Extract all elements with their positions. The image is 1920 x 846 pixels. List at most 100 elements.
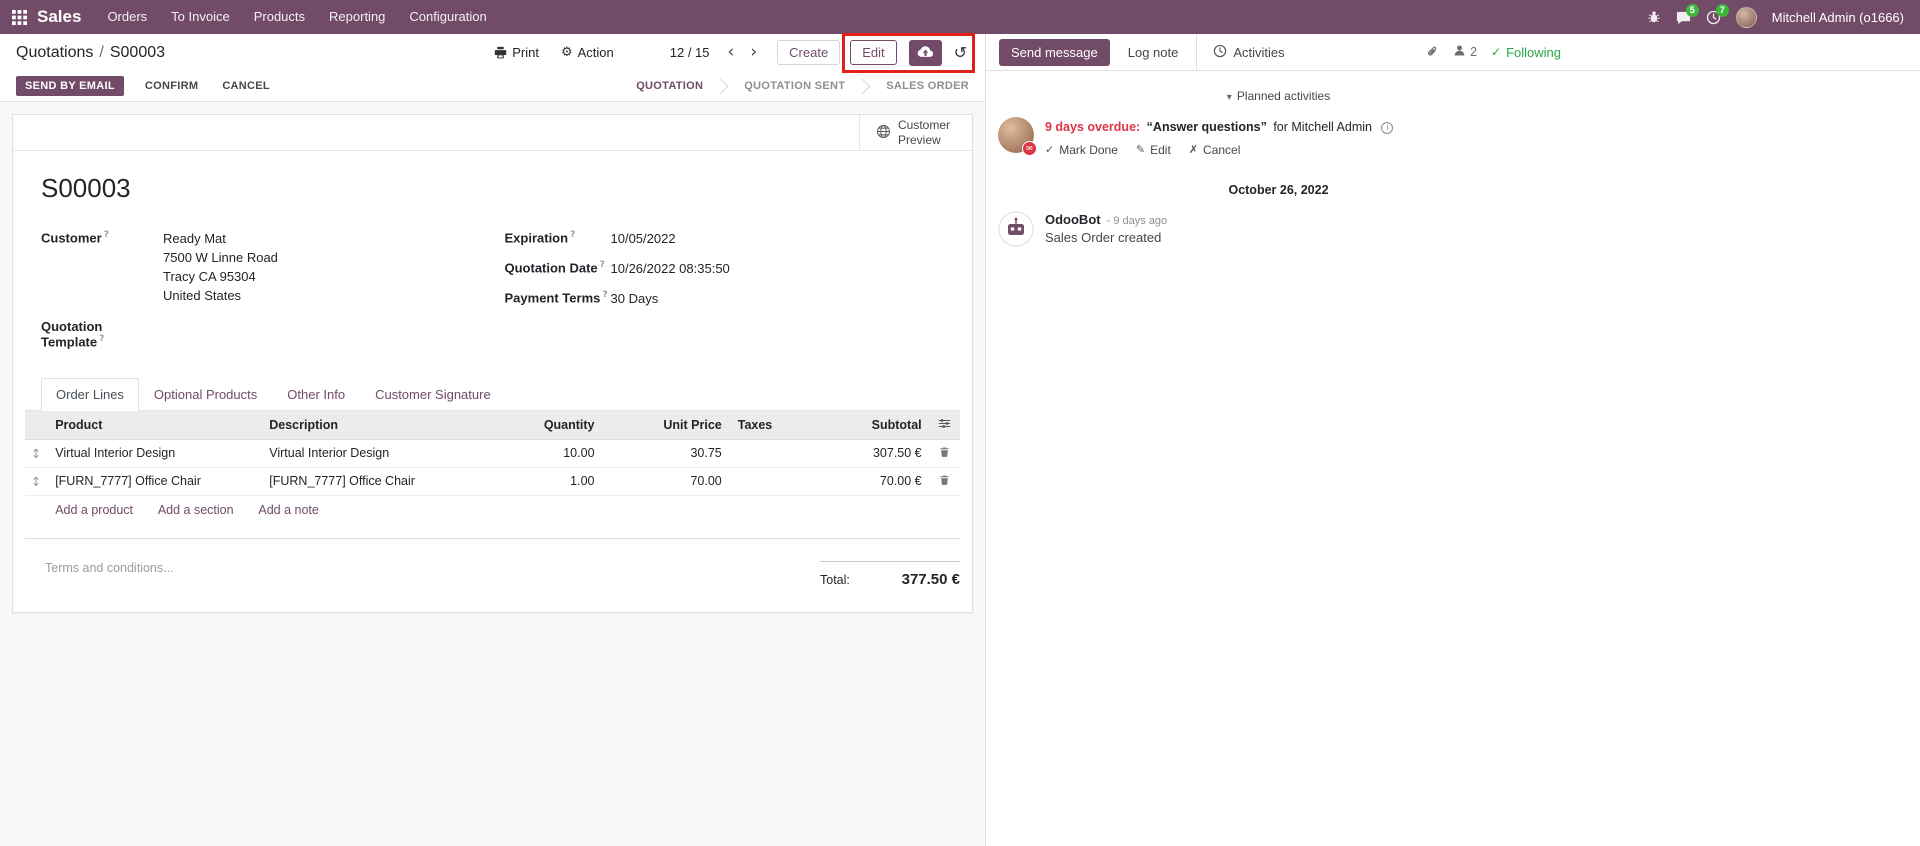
breadcrumb-separator: / xyxy=(99,43,104,61)
following-button[interactable]: ✓ Following xyxy=(1491,45,1561,60)
col-quantity[interactable]: Quantity xyxy=(475,410,603,440)
menu-products[interactable]: Products xyxy=(253,9,306,24)
discard-undo-button[interactable]: ↺ xyxy=(954,43,967,62)
help-icon: ? xyxy=(103,230,109,240)
create-button[interactable]: Create xyxy=(777,40,841,65)
optional-columns-icon[interactable] xyxy=(929,410,960,440)
payment-terms-value[interactable]: 30 Days xyxy=(610,290,659,306)
total-label: Total: xyxy=(820,572,850,587)
customer-name[interactable]: Ready Mat xyxy=(163,231,226,246)
status-quotation-sent[interactable]: QUOTATION SENT xyxy=(744,80,846,92)
message-author[interactable]: OdooBot xyxy=(1045,211,1101,227)
send-message-button[interactable]: Send message xyxy=(999,38,1110,66)
print-label: Print xyxy=(512,45,539,60)
customer-preview-button[interactable]: Customer Preview xyxy=(859,115,972,150)
payment-terms-label: Payment Terms? xyxy=(504,289,608,306)
check-icon: ✓ xyxy=(1491,45,1502,59)
top-navbar: Sales Orders To Invoice Products Reporti… xyxy=(0,0,1920,34)
add-section-link[interactable]: Add a section xyxy=(157,502,234,517)
send-by-email-button[interactable]: SEND BY EMAIL xyxy=(16,76,124,96)
messages-icon[interactable]: 5 xyxy=(1676,3,1699,25)
cell-unit-price: 30.75 xyxy=(602,438,730,468)
col-unit-price[interactable]: Unit Price xyxy=(602,410,730,440)
delete-line-icon[interactable] xyxy=(929,438,960,468)
tab-optional-products[interactable]: Optional Products xyxy=(153,386,258,402)
action-button[interactable]: ⚙ Action xyxy=(561,45,614,60)
drag-handle-icon[interactable]: ↕ xyxy=(25,438,48,468)
col-taxes[interactable]: Taxes xyxy=(729,410,817,440)
delete-line-icon[interactable] xyxy=(929,466,960,496)
apps-grid-icon[interactable] xyxy=(12,9,27,25)
col-subtotal[interactable]: Subtotal xyxy=(816,410,930,440)
confirm-button[interactable]: CONFIRM xyxy=(136,76,207,96)
cell-taxes xyxy=(729,438,817,468)
print-button[interactable]: Print xyxy=(494,45,539,60)
date-separator: October 26, 2022 xyxy=(1228,182,1329,197)
status-pipeline: QUOTATION QUOTATION SENT SALES ORDER xyxy=(620,71,985,101)
drag-handle-icon[interactable]: ↕ xyxy=(25,466,48,496)
info-icon[interactable]: i xyxy=(1381,121,1394,134)
app-name[interactable]: Sales xyxy=(37,7,82,26)
followers-button[interactable]: 2 xyxy=(1453,44,1477,60)
cancel-button[interactable]: CANCEL xyxy=(213,76,279,96)
order-line-row[interactable]: ↕ [FURN_7777] Office Chair [FURN_7777] O… xyxy=(25,466,960,496)
gear-icon: ⚙ xyxy=(560,45,573,60)
activity-edit-button[interactable]: ✎ Edit xyxy=(1135,142,1171,157)
edit-save-group: Edit ↺ xyxy=(842,32,975,73)
action-label: Action xyxy=(577,45,614,60)
pager-value[interactable]: 12 / 15 xyxy=(669,45,710,60)
log-note-button[interactable]: Log note xyxy=(1116,39,1191,66)
activities-clock-icon[interactable]: 7 xyxy=(1706,3,1729,25)
planned-activities-toggle[interactable]: ▾ Planned activities xyxy=(986,89,1571,103)
add-product-link[interactable]: Add a product xyxy=(55,502,134,517)
order-line-row[interactable]: ↕ Virtual Interior Design Virtual Interi… xyxy=(25,438,960,468)
pager-previous-icon[interactable]: ‹ xyxy=(727,42,735,62)
mark-done-button[interactable]: ✓ Mark Done xyxy=(1045,142,1118,157)
form-pane: Quotations / S00003 Print ⚙ Action xyxy=(0,32,985,846)
x-icon: ✗ xyxy=(1188,143,1199,156)
user-avatar[interactable] xyxy=(1735,6,1757,28)
customer-preview-label: Customer Preview xyxy=(898,118,951,147)
edit-button[interactable]: Edit xyxy=(850,40,897,65)
activity-avatar: ✉ xyxy=(998,117,1037,156)
caret-down-icon: ▾ xyxy=(1226,92,1232,103)
tab-customer-signature[interactable]: Customer Signature xyxy=(375,386,491,402)
navbar-systray: 5 7 Mitchell Admin (o1666) xyxy=(1647,3,1904,28)
debug-icon[interactable] xyxy=(1647,10,1661,24)
status-quotation[interactable]: QUOTATION xyxy=(636,80,704,92)
add-note-link[interactable]: Add a note xyxy=(258,502,319,517)
tab-order-lines[interactable]: Order Lines xyxy=(41,377,139,411)
quotation-date-label: Quotation Date? xyxy=(504,259,605,276)
schedule-activity-button[interactable]: Activities xyxy=(1196,34,1300,70)
attachment-paperclip-icon[interactable] xyxy=(1426,45,1439,59)
app-menus: Orders To Invoice Products Reporting Con… xyxy=(95,0,498,34)
menu-reporting[interactable]: Reporting xyxy=(329,9,386,24)
save-cloud-button[interactable] xyxy=(908,39,942,66)
quotation-sheet: Customer Preview S00003 Customer? Ready … xyxy=(12,114,973,613)
col-description[interactable]: Description xyxy=(261,410,476,440)
cloud-upload-icon xyxy=(917,45,934,61)
message-body: Sales Order created xyxy=(1045,229,1162,245)
breadcrumb-current: S00003 xyxy=(109,43,166,61)
menu-configuration[interactable]: Configuration xyxy=(409,9,487,24)
followers-count: 2 xyxy=(1470,45,1478,59)
activity-cancel-button[interactable]: ✗ Cancel xyxy=(1188,142,1241,157)
odoobot-avatar xyxy=(998,210,1034,247)
pencil-icon: ✎ xyxy=(1135,143,1146,156)
cell-product: [FURN_7777] Office Chair xyxy=(47,466,262,496)
email-activity-icon: ✉ xyxy=(1022,141,1037,156)
breadcrumb-quotations-link[interactable]: Quotations xyxy=(16,43,94,61)
col-product[interactable]: Product xyxy=(47,410,262,440)
tab-other-info[interactable]: Other Info xyxy=(287,386,346,402)
help-icon: ? xyxy=(599,259,605,270)
pager-next-icon[interactable]: › xyxy=(750,42,758,62)
menu-orders[interactable]: Orders xyxy=(107,9,148,24)
menu-to-invoice[interactable]: To Invoice xyxy=(171,9,230,24)
status-sales-order[interactable]: SALES ORDER xyxy=(886,80,969,92)
chatter-topbar: Send message Log note Activities xyxy=(986,34,1920,71)
help-icon: ? xyxy=(570,230,576,240)
cell-description: Virtual Interior Design xyxy=(261,438,476,468)
cell-subtotal: 70.00 € xyxy=(816,466,930,496)
user-menu[interactable]: Mitchell Admin (o1666) xyxy=(1771,9,1904,25)
